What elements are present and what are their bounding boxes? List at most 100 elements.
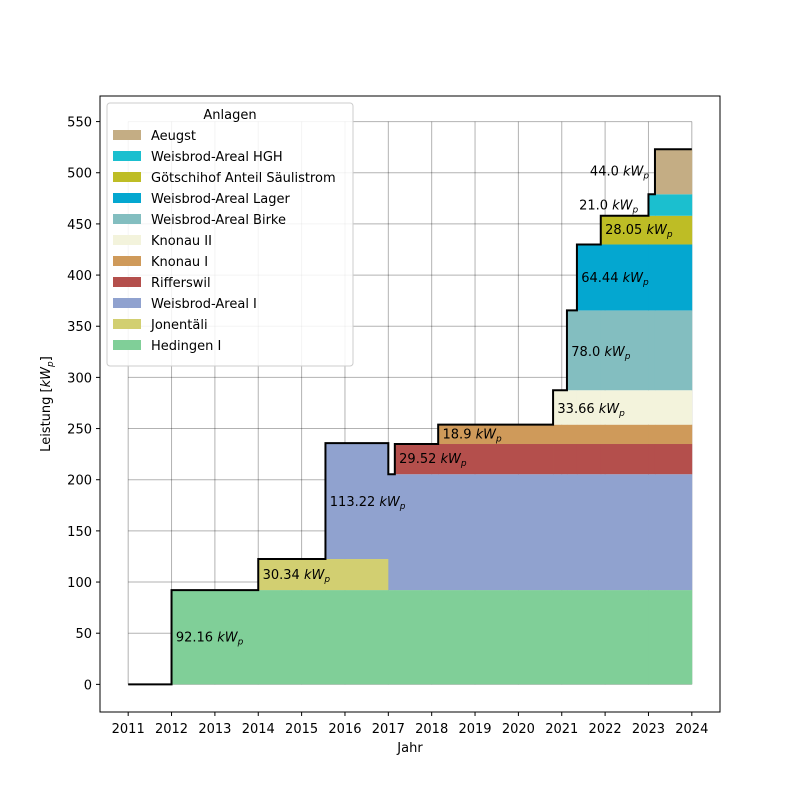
area-segment: [553, 590, 568, 685]
area-segment: [654, 474, 693, 591]
legend-entry: Knonau I: [151, 255, 208, 270]
x-tick-label: 2014: [242, 722, 275, 737]
value-annotation: 30.34 kWp: [263, 568, 331, 585]
area-segment: [654, 424, 693, 445]
legend-entry: Rifferswil: [151, 276, 211, 291]
x-tick-label: 2022: [589, 722, 622, 737]
legend-entry: Weisbrod-Areal Lager: [151, 192, 291, 207]
value-annotation: 78.0 kWp: [571, 345, 630, 362]
area-segment: [553, 424, 568, 445]
legend-swatch: [113, 256, 141, 266]
area-segment: [648, 215, 656, 245]
area-segment: [576, 310, 602, 391]
y-tick-label: 350: [67, 320, 92, 335]
annotations: 92.16 kWp 30.34 kWp 113.22 kWp 29.52 kWp 18.…: [176, 165, 673, 648]
x-tick-label: 2019: [458, 722, 491, 737]
y-tick-label: 450: [67, 218, 92, 233]
area-segment: [654, 390, 693, 425]
value-annotation: 64.44 kWp: [581, 271, 649, 288]
y-tick-label: 0: [84, 678, 92, 693]
area-segment: [566, 590, 578, 685]
legend-entry: Götschihof Anteil Säulistrom: [151, 171, 336, 186]
area-segment: [394, 474, 439, 591]
area-segment: [576, 444, 602, 475]
legend-entry: Jonentäli: [150, 318, 208, 333]
value-annotation: 28.05 kWp: [605, 223, 673, 240]
legend-swatch: [113, 214, 141, 224]
x-tick-label: 2021: [545, 722, 578, 737]
area-segment: [654, 590, 693, 685]
legend-swatch: [113, 298, 141, 308]
y-axis: 0 50 100 150 200 250 300 350 400 450 500 550: [67, 116, 100, 693]
legend-entry: Hedingen I: [151, 339, 221, 354]
area-segment: [325, 443, 389, 560]
x-tick-label: 2011: [112, 722, 145, 737]
area-segment: [600, 215, 649, 245]
area-segment: [325, 590, 389, 685]
legend-entry: Weisbrod-Areal I: [151, 297, 257, 312]
x-tick-label: 2017: [372, 722, 405, 737]
stacked-areas: [171, 149, 693, 685]
legend-swatch: [113, 172, 141, 182]
value-annotation: 18.9 kWp: [443, 428, 502, 445]
area-segment: [600, 310, 649, 391]
y-axis-unit-open: [: [39, 387, 54, 396]
area-segment: [576, 590, 602, 685]
area-segment: [654, 310, 693, 391]
x-tick-label: 2012: [155, 722, 188, 737]
legend: Anlagen Aeugst Weisbrod-Areal HGH Götschiho…: [106, 102, 354, 367]
y-tick-label: 400: [67, 269, 92, 284]
legend-swatch: [113, 130, 141, 140]
x-tick-label: 2018: [415, 722, 448, 737]
area-segment: [553, 474, 568, 591]
x-tick-label: 2023: [632, 722, 665, 737]
area-segment: [654, 194, 693, 216]
legend-swatch: [113, 277, 141, 287]
legend-swatch: [113, 151, 141, 161]
legend-entry: Aeugst: [151, 129, 196, 144]
area-segment: [438, 444, 554, 475]
y-tick-label: 500: [67, 167, 92, 182]
y-tick-label: 150: [67, 525, 92, 540]
area-segment: [394, 444, 439, 475]
value-annotation: 44.0 kWp: [590, 165, 649, 182]
value-annotation: 33.66 kWp: [557, 402, 625, 419]
area-segment: [438, 424, 554, 445]
x-tick-label: 2015: [285, 722, 318, 737]
area-segment: [654, 215, 693, 245]
value-annotation: 92.16 kWp: [176, 630, 244, 647]
legend-swatch: [113, 319, 141, 329]
area-segment: [576, 390, 602, 425]
legend-swatch: [113, 340, 141, 350]
area-segment: [258, 559, 326, 591]
area-segment: [553, 390, 568, 425]
y-tick-label: 250: [67, 423, 92, 438]
area-segment: [648, 474, 656, 591]
area-segment: [648, 590, 656, 685]
area-segment: [654, 149, 693, 195]
area-segment: [171, 590, 259, 685]
legend-entry: Weisbrod-Areal Birke: [151, 213, 286, 228]
area-segment: [438, 474, 554, 591]
area-segment: [648, 390, 656, 425]
value-annotation: 113.22 kWp: [330, 495, 406, 512]
area-segment: [258, 590, 326, 685]
area-segment: [648, 194, 656, 216]
area-segment: [600, 424, 649, 445]
y-tick-label: 50: [75, 627, 92, 642]
legend-entry: Knonau II: [151, 234, 212, 249]
legend-box: [106, 102, 354, 367]
y-tick-label: 200: [67, 474, 92, 489]
area-segment: [654, 244, 693, 311]
y-axis-title-label: Leistung: [39, 397, 54, 452]
area-segment: [648, 424, 656, 445]
x-tick-label: 2016: [328, 722, 361, 737]
plot-frame: [99, 95, 721, 713]
area-segment: [576, 474, 602, 591]
x-tick-label: 2013: [198, 722, 231, 737]
legend-entry: Weisbrod-Areal HGH: [151, 150, 283, 165]
y-axis-unit-base: kW: [39, 366, 54, 388]
value-annotation: 29.52 kWp: [399, 452, 467, 469]
area-segment: [388, 590, 396, 685]
